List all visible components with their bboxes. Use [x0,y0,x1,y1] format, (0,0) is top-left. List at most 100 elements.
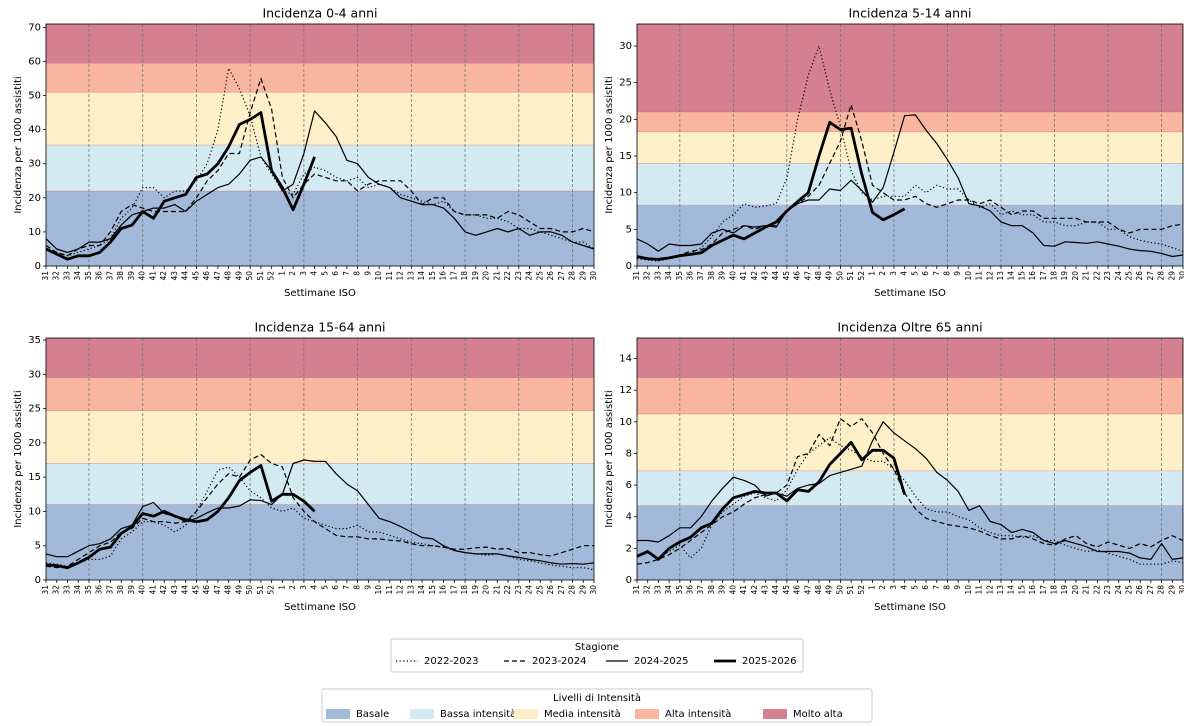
y-tick-label: 60 [28,56,41,67]
intensity-band [637,112,1183,132]
x-tick-label: 35 [675,585,684,595]
x-tick-label: 33 [62,585,71,595]
x-tick-label: 29 [1167,585,1176,595]
x-tick-label: 44 [771,271,780,281]
legend-label: 2024-2025 [634,656,689,667]
intensity-band [637,205,1183,266]
x-tick-label: 25 [535,585,544,595]
x-tick-label: 10 [964,585,973,595]
x-tick-label: 47 [213,271,222,281]
x-tick-label: 32 [643,585,652,595]
season-line [636,437,1184,565]
x-tick-label: 34 [73,271,82,281]
x-tick-label: 9 [953,271,962,276]
x-tick-label: 18 [1050,585,1059,595]
x-tick-label: 38 [707,585,716,595]
y-tick-label: 4 [626,512,632,523]
x-tick-label: 5 [910,585,919,590]
y-tick-label: 0 [626,261,632,272]
y-tick-label: 12 [619,385,632,396]
x-tick-label: 44 [181,271,190,281]
legend-label: 2025-2026 [742,656,797,667]
x-tick-label: 25 [1124,585,1133,595]
x-tick-label: 4 [310,585,319,590]
x-tick-label: 42 [159,271,168,281]
x-tick-label: 20 [482,585,491,595]
intensity-band [46,191,594,266]
x-tick-label: 40 [138,585,147,595]
x-tick-label: 43 [760,585,769,595]
season-line [636,114,1184,258]
y-axis-label: Incidenza per 1000 assistiti [604,76,615,213]
x-tick-label: 47 [213,585,222,595]
x-axis-label: Settimane ISO [874,288,946,299]
x-tick-label: 30 [589,271,598,281]
x-tick-label: 52 [267,585,276,595]
x-tick-label: 34 [73,585,82,595]
x-tick-label: 20 [482,271,491,281]
x-tick-label: 48 [224,585,233,595]
x-tick-label: 15 [1017,585,1026,595]
intensity-legend-title: Livelli di Intensità [553,692,641,704]
x-tick-label: 38 [116,271,125,281]
x-tick-label: 8 [942,271,951,276]
x-tick-label: 35 [84,585,93,595]
x-tick-label: 6 [921,271,930,276]
x-tick-label: 28 [568,271,577,281]
x-tick-label: 27 [557,271,566,281]
season-line [45,77,595,257]
x-tick-label: 17 [1039,585,1048,595]
season-legend-box [390,638,804,673]
y-tick-label: 5 [626,224,632,235]
x-tick-label: 6 [331,585,340,590]
x-tick-label: 12 [985,585,994,595]
y-tick-label: 15 [28,472,41,483]
y-tick-label: 10 [619,188,632,199]
axes-frame [636,23,1184,267]
x-tick-label: 15 [1017,271,1026,281]
x-tick-label: 2 [288,585,297,590]
x-tick-label: 34 [664,271,673,281]
x-tick-label: 32 [52,585,61,595]
x-tick-label: 7 [342,271,351,276]
x-tick-label: 28 [1157,271,1166,281]
x-tick-label: 9 [363,585,372,590]
x-tick-label: 9 [363,271,372,276]
x-tick-label: 6 [331,271,340,276]
chart-title: Incidenza 5-14 anni [848,6,971,21]
x-tick-label: 10 [374,585,383,595]
x-tick-label: 29 [578,585,587,595]
x-axis-label: Settimane ISO [284,288,356,299]
x-tick-label: 26 [1135,271,1144,281]
x-tick-label: 13 [406,585,415,595]
intensity-band [46,63,594,93]
chart-title: Incidenza Oltre 65 anni [837,320,982,335]
x-tick-label: 11 [385,585,394,595]
x-tick-label: 3 [889,585,898,590]
y-tick-label: 10 [28,227,41,238]
x-tick-label: 50 [245,585,254,595]
y-tick-label: 50 [28,91,41,102]
x-tick-label: 15 [428,271,437,281]
intensity-band [637,338,1183,378]
y-tick-label: 25 [619,78,632,89]
x-tick-label: 25 [535,271,544,281]
x-tick-label: 47 [803,585,812,595]
x-tick-label: 45 [782,271,791,281]
x-tick-label: 29 [1167,271,1176,281]
x-tick-label: 52 [857,585,866,595]
x-tick-label: 10 [964,271,973,281]
x-tick-label: 31 [632,271,641,281]
x-tick-label: 43 [170,271,179,281]
x-tick-label: 8 [942,585,951,590]
intensity-band [637,24,1183,112]
intensity-band [46,338,594,378]
x-tick-label: 19 [1060,271,1069,281]
x-tick-label: 37 [105,271,114,281]
season-line [45,453,594,569]
x-tick-label: 5 [910,271,919,276]
legend-swatch [514,709,538,719]
x-tick-label: 36 [95,585,104,595]
x-tick-label: 49 [234,585,243,595]
x-tick-label: 49 [825,271,834,281]
